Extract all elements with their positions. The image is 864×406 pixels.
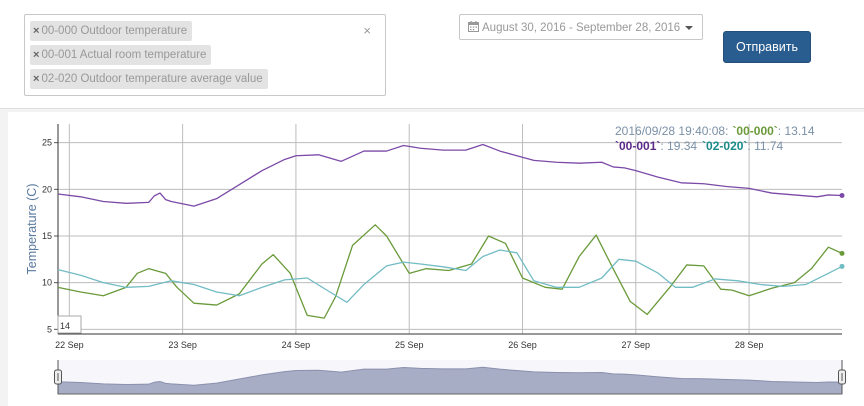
y-tick-label: 25 <box>42 138 52 148</box>
axes: 22 Sep 23 Sep 24 Sep 25 Sep 26 Sep 27 Sep 28 S… <box>42 124 842 350</box>
grid <box>58 124 842 334</box>
series-line-00-001 <box>57 143 843 207</box>
x-tick-label: 22 Sep <box>55 340 84 350</box>
series-line-02-020 <box>57 249 843 303</box>
roll-period-input-box[interactable] <box>57 315 82 334</box>
submit-button[interactable]: Отправить <box>723 31 811 63</box>
tag-00-001: × 00-001 Actual room temperature <box>30 45 212 65</box>
temperature-chart[interactable]: 22 Sep 23 Sep 24 Sep 25 Sep 26 Sep 27 Sep 28 S… <box>8 112 864 406</box>
calendar-icon <box>468 21 479 32</box>
navigator-area <box>57 366 843 395</box>
series-endpoint-02-020 <box>839 263 845 269</box>
filter-panel: × 00-000 Outdoor temperature × 00-001 Actu… <box>0 0 864 109</box>
x-tick-label: 27 Sep <box>622 340 651 350</box>
x-tick-label: 26 Sep <box>508 340 537 350</box>
legend-line-2: `00-001`: 19.34 `02-020`: 11.74 <box>615 139 784 153</box>
legend-key-00-001: `00-001` <box>615 139 660 153</box>
x-tick-label: 23 Sep <box>168 340 197 350</box>
remove-tag-icon[interactable]: × <box>33 73 40 85</box>
legend-timestamp: 2016/09/28 19:40:08: <box>615 124 728 138</box>
y-tick-label: 10 <box>42 278 52 288</box>
legend-key-00-000: `00-000` <box>732 124 777 138</box>
date-range-picker[interactable]: August 30, 2016 - September 28, 2016 <box>459 14 703 40</box>
y-axis-label: Temperature (C) <box>25 184 39 275</box>
tag-00-000: × 00-000 Outdoor temperature <box>30 21 193 41</box>
tag-label: 00-001 Actual room temperature <box>41 49 207 61</box>
series-endpoint-00-001 <box>839 192 845 198</box>
y-tick-label: 5 <box>47 324 52 334</box>
roll-period-input[interactable]: 14 <box>60 321 70 331</box>
legend: 2016/09/28 19:40:08: `00-000`: 13.14 `00-… <box>615 124 815 153</box>
y-tick-label: 15 <box>42 231 52 241</box>
date-range-label: August 30, 2016 - September 28, 2016 <box>482 22 681 34</box>
remove-tag-icon[interactable]: × <box>33 49 40 61</box>
legend-value-02-020: : 11.74 <box>747 139 783 153</box>
x-tick-label: 25 Sep <box>395 340 424 350</box>
legend-value-00-001: : 19.34 <box>660 139 697 153</box>
tag-label: 00-000 Outdoor temperature <box>41 25 188 37</box>
chevron-down-icon <box>685 26 693 30</box>
x-tick-label: 28 Sep <box>735 340 764 350</box>
x-tick-label: 24 Sep <box>282 340 311 350</box>
legend-line-1: 2016/09/28 19:40:08: `00-000`: 13.14 <box>615 124 815 138</box>
series-line-00-000 <box>57 224 843 319</box>
series-endpoint-00-000 <box>839 250 845 256</box>
tag-label: 02-020 Outdoor temperature average value <box>41 73 263 85</box>
chart-panel: 22 Sep 23 Sep 24 Sep 25 Sep 26 Sep 27 Sep 28 S… <box>8 112 864 406</box>
y-tick-label: 20 <box>42 184 52 194</box>
series-lines <box>57 143 845 319</box>
series-multiselect[interactable]: × 00-000 Outdoor temperature × 00-001 Actu… <box>24 14 386 96</box>
legend-value-00-000: : 13.14 <box>778 124 815 138</box>
clear-all-icon[interactable]: × <box>363 23 371 38</box>
remove-tag-icon[interactable]: × <box>33 25 40 37</box>
range-selector[interactable] <box>54 360 846 395</box>
tag-02-020: × 02-020 Outdoor temperature average valu… <box>30 69 268 89</box>
legend-key-02-020: `02-020` <box>702 139 747 153</box>
